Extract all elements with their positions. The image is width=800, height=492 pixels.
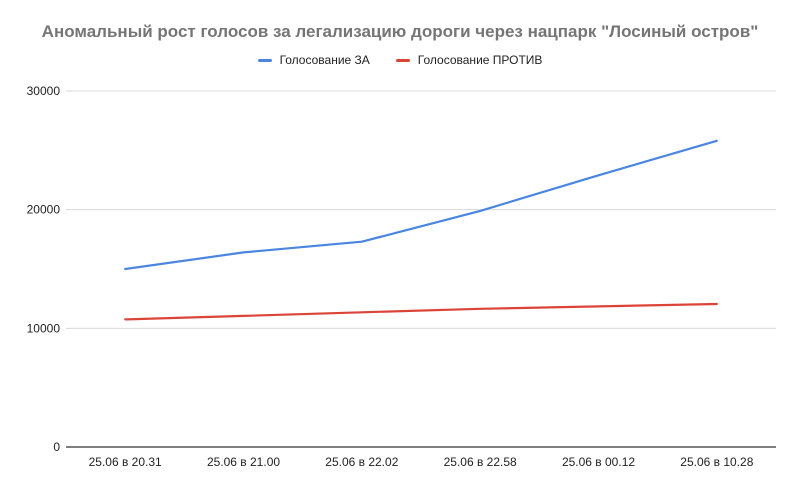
y-tick-label: 20000 <box>27 203 61 217</box>
legend-label-against: Голосование ПРОТИВ <box>417 53 543 67</box>
legend-item-against: Голосование ПРОТИВ <box>395 53 543 67</box>
series-line-for <box>124 139 718 271</box>
y-tick-label: 30000 <box>27 84 61 98</box>
x-tick-label: 25.06 в 20.31 <box>89 455 162 469</box>
series-line-against <box>124 302 718 321</box>
legend-label-for: Голосование ЗА <box>279 53 370 67</box>
y-tick-label: 10000 <box>27 321 61 335</box>
x-tick-label: 25.06 в 00.12 <box>562 455 635 469</box>
chart-title: Аномальный рост голосов за легализацию д… <box>41 22 759 41</box>
x-tick-label: 25.06 в 21.00 <box>207 455 280 469</box>
x-tick-label: 25.06 в 22.02 <box>325 455 398 469</box>
x-tick-label: 25.06 в 22.58 <box>444 455 517 469</box>
legend-swatch-against <box>395 58 410 62</box>
x-tick-label: 25.06 в 10.28 <box>680 455 753 469</box>
legend-item-for: Голосование ЗА <box>257 53 370 67</box>
legend: Голосование ЗА Голосование ПРОТИВ <box>0 53 800 67</box>
legend-swatch-for <box>257 58 272 62</box>
y-tick-label: 0 <box>53 440 60 454</box>
